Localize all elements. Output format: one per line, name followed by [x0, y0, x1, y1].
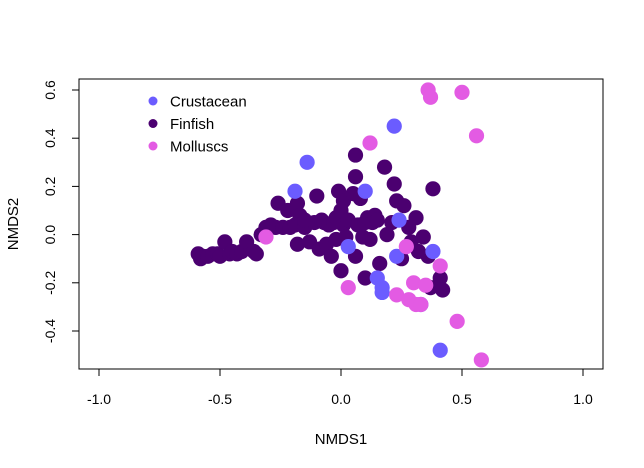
- point-finfish: [289, 236, 306, 252]
- point-crustacean: [425, 243, 441, 260]
- legend-marker-finfish: [148, 119, 158, 128]
- point-crustacean: [391, 212, 407, 228]
- x-tick-label: 0.0: [331, 391, 351, 407]
- point-crustacean: [389, 248, 405, 264]
- point-crustacean: [287, 183, 303, 199]
- point-crustacean: [432, 342, 448, 358]
- data-points: [190, 82, 489, 368]
- y-tick-label: 0.2: [42, 176, 58, 196]
- point-molluscs: [432, 258, 448, 274]
- point-finfish: [357, 270, 373, 286]
- point-finfish: [372, 255, 388, 272]
- legend-label-finfish: Finfish: [170, 116, 214, 133]
- point-crustacean: [340, 239, 356, 255]
- x-axis-label: NMDS1: [315, 431, 368, 448]
- point-finfish: [347, 147, 364, 163]
- point-crustacean: [374, 284, 390, 301]
- x-tick-label: -0.5: [208, 391, 232, 407]
- y-tick-label: -0.2: [42, 271, 58, 295]
- point-finfish: [376, 159, 393, 175]
- point-finfish: [362, 231, 378, 248]
- y-tick-label: -0.4: [42, 319, 58, 343]
- point-finfish: [432, 270, 448, 286]
- point-molluscs: [449, 313, 465, 329]
- y-tick-label: 0.4: [42, 128, 58, 148]
- legend-label-crustacean: Crustacean: [170, 94, 247, 111]
- point-molluscs: [362, 135, 378, 151]
- point-crustacean: [299, 154, 315, 170]
- y-axis-label: NMDS2: [5, 198, 22, 251]
- point-molluscs: [413, 296, 429, 313]
- legend-label-molluscs: Molluscs: [170, 139, 228, 156]
- point-molluscs: [422, 89, 439, 105]
- point-crustacean: [386, 118, 402, 134]
- point-finfish: [396, 198, 412, 214]
- legend: Crustacean Finfish Molluscs: [148, 94, 247, 156]
- point-molluscs: [468, 128, 485, 144]
- point-finfish: [435, 282, 451, 298]
- y-axis: -0.4 -0.2 0.0 0.2 0.4 0.6: [42, 80, 80, 343]
- point-finfish: [408, 210, 424, 226]
- point-molluscs: [389, 287, 405, 303]
- point-molluscs: [406, 275, 422, 291]
- point-finfish: [248, 246, 264, 262]
- point-finfish: [289, 195, 306, 211]
- y-tick-label: 0.0: [42, 225, 58, 245]
- point-finfish: [425, 181, 441, 197]
- point-finfish: [415, 229, 431, 245]
- point-molluscs: [258, 229, 274, 245]
- point-finfish: [333, 263, 349, 279]
- point-finfish: [309, 188, 325, 204]
- point-finfish: [297, 212, 313, 228]
- point-finfish: [379, 227, 395, 243]
- point-molluscs: [454, 84, 470, 101]
- x-tick-label: -1.0: [87, 391, 111, 407]
- point-finfish: [386, 176, 402, 192]
- x-axis: -1.0 -0.5 0.0 0.5 1.0: [87, 368, 593, 407]
- x-tick-label: 0.5: [452, 391, 472, 407]
- point-molluscs: [473, 352, 489, 368]
- y-tick-label: 0.6: [42, 80, 58, 100]
- point-finfish: [323, 248, 339, 264]
- point-finfish: [369, 212, 385, 228]
- legend-marker-molluscs: [148, 141, 158, 151]
- point-crustacean: [357, 183, 373, 199]
- point-molluscs: [418, 277, 434, 293]
- point-molluscs: [340, 280, 356, 296]
- legend-marker-crustacean: [148, 96, 158, 106]
- x-tick-label: 1.0: [573, 391, 593, 407]
- point-molluscs: [398, 239, 414, 255]
- point-finfish: [347, 169, 364, 185]
